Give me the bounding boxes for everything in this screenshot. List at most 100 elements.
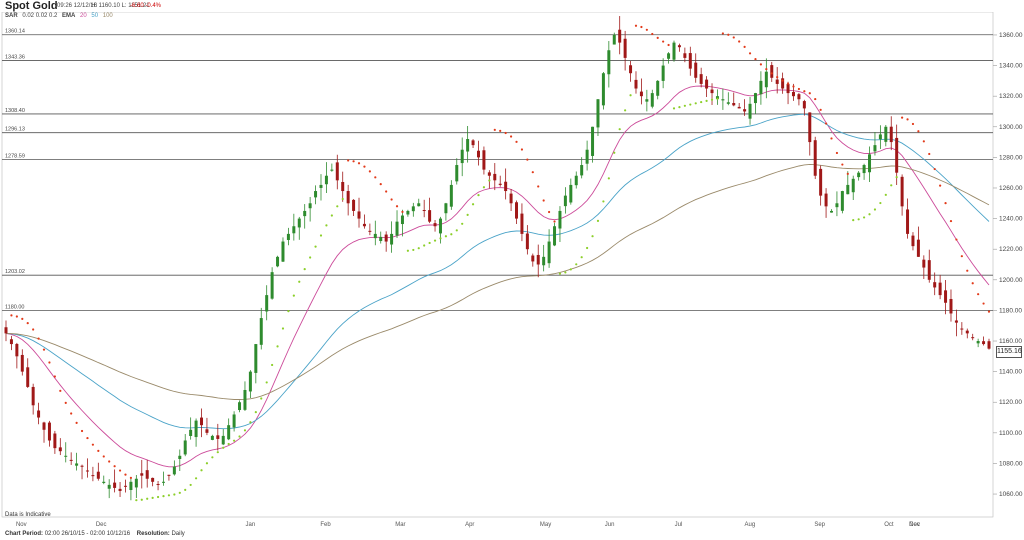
price-change: -6.60 -0.4%	[130, 3, 162, 9]
candle-body	[390, 233, 394, 245]
candle-body	[661, 65, 665, 81]
candle-body	[238, 402, 242, 411]
candle-body	[764, 71, 768, 88]
sar-dot	[656, 36, 659, 39]
candle-body	[629, 65, 633, 74]
sar-dot	[91, 443, 94, 446]
y-tick-label: 1120.00	[999, 399, 1022, 406]
candle-body	[26, 367, 30, 387]
candle-body	[123, 485, 127, 487]
candle-body	[471, 140, 475, 146]
candle-body	[645, 99, 649, 102]
candle-body	[732, 103, 736, 106]
candle-body	[286, 233, 290, 241]
candle-body	[297, 218, 301, 228]
candle-body	[259, 318, 263, 345]
sar-dot	[700, 100, 703, 104]
sar-dot	[721, 32, 724, 35]
candle-body	[178, 455, 182, 459]
sar-dot	[504, 131, 507, 135]
sar-dot	[526, 158, 529, 161]
sar-dot	[841, 163, 844, 166]
sar-dot	[260, 397, 263, 400]
sar-dot	[374, 176, 377, 179]
level-label: 1278.59	[5, 154, 25, 160]
sar-dot	[786, 82, 790, 85]
sar-dot	[167, 494, 171, 497]
candle-body	[791, 91, 795, 97]
ema100-line	[5, 163, 990, 400]
sar-dot	[488, 179, 491, 182]
candle-body	[531, 255, 535, 262]
candle-body	[797, 94, 801, 100]
sar-dot	[15, 315, 18, 318]
candle-body	[862, 165, 866, 174]
sar-dot	[770, 72, 773, 75]
x-tick-label: Jul	[675, 522, 683, 528]
ema-legend: EMA 20 50 100	[62, 13, 116, 19]
candle-body	[536, 254, 540, 265]
candle-body	[270, 272, 274, 299]
sar-dot	[911, 122, 915, 126]
sar-dot	[10, 314, 13, 317]
candle-body	[677, 45, 681, 48]
sar-dot	[471, 203, 475, 206]
candle-body	[482, 150, 486, 170]
sar-dot	[754, 58, 757, 61]
sar-dot	[515, 140, 518, 143]
candle-body	[819, 168, 823, 196]
sar-dot	[868, 213, 871, 216]
sar-dot	[613, 151, 616, 154]
candle-body	[569, 184, 573, 203]
candle-body	[911, 235, 915, 247]
candle-body	[563, 195, 567, 207]
candle-body	[161, 481, 165, 483]
candle-body	[205, 429, 209, 433]
candle-body	[601, 73, 605, 106]
sar-dot	[292, 294, 295, 297]
candle-body	[80, 465, 84, 467]
sar-dot	[939, 184, 942, 187]
sar-dot	[222, 446, 225, 449]
sar-dot	[781, 79, 784, 82]
candle-body	[922, 259, 926, 268]
candle-body	[384, 234, 388, 242]
sar-dot	[53, 375, 56, 378]
sar-dot	[368, 170, 371, 173]
sar-dot	[662, 40, 665, 43]
price-chart[interactable]: 1360.14 1343.36 1308.40 1296.13 1278.59 1203.…	[0, 12, 1024, 529]
candle-body	[694, 62, 698, 78]
sar-dot	[265, 381, 268, 384]
candle-body	[851, 178, 855, 193]
candle-body	[699, 74, 703, 84]
candle-body	[216, 435, 220, 439]
candle-body	[324, 175, 328, 185]
sar-dot	[596, 219, 600, 222]
candle-body	[857, 172, 861, 178]
sar-dot	[955, 238, 958, 241]
x-tick-label: Apr	[465, 522, 474, 528]
candle-body	[85, 470, 89, 472]
x-tick-label: Dec	[96, 522, 107, 528]
sar-dot	[873, 208, 877, 211]
candle-body	[107, 484, 111, 489]
x-tick-label: May	[540, 522, 551, 528]
sar-dot	[852, 219, 855, 222]
sar-dot	[629, 94, 632, 97]
level-label: 1360.14	[5, 29, 25, 35]
sar-dot	[814, 97, 817, 101]
sar-dot	[347, 159, 350, 162]
sar-dot	[683, 104, 686, 107]
candle-body	[303, 210, 307, 217]
sar-dot	[412, 248, 415, 252]
sar-dot	[194, 477, 198, 480]
candle-body	[802, 101, 806, 109]
y-tick-label: 1140.00	[999, 369, 1022, 376]
candle-body	[884, 126, 888, 142]
resolution-label: Resolution:	[136, 531, 170, 537]
candle-body	[585, 149, 589, 164]
candle-body	[189, 429, 193, 436]
sar-dot	[287, 309, 290, 313]
sar-dot	[156, 495, 160, 499]
candle-body	[493, 173, 497, 181]
